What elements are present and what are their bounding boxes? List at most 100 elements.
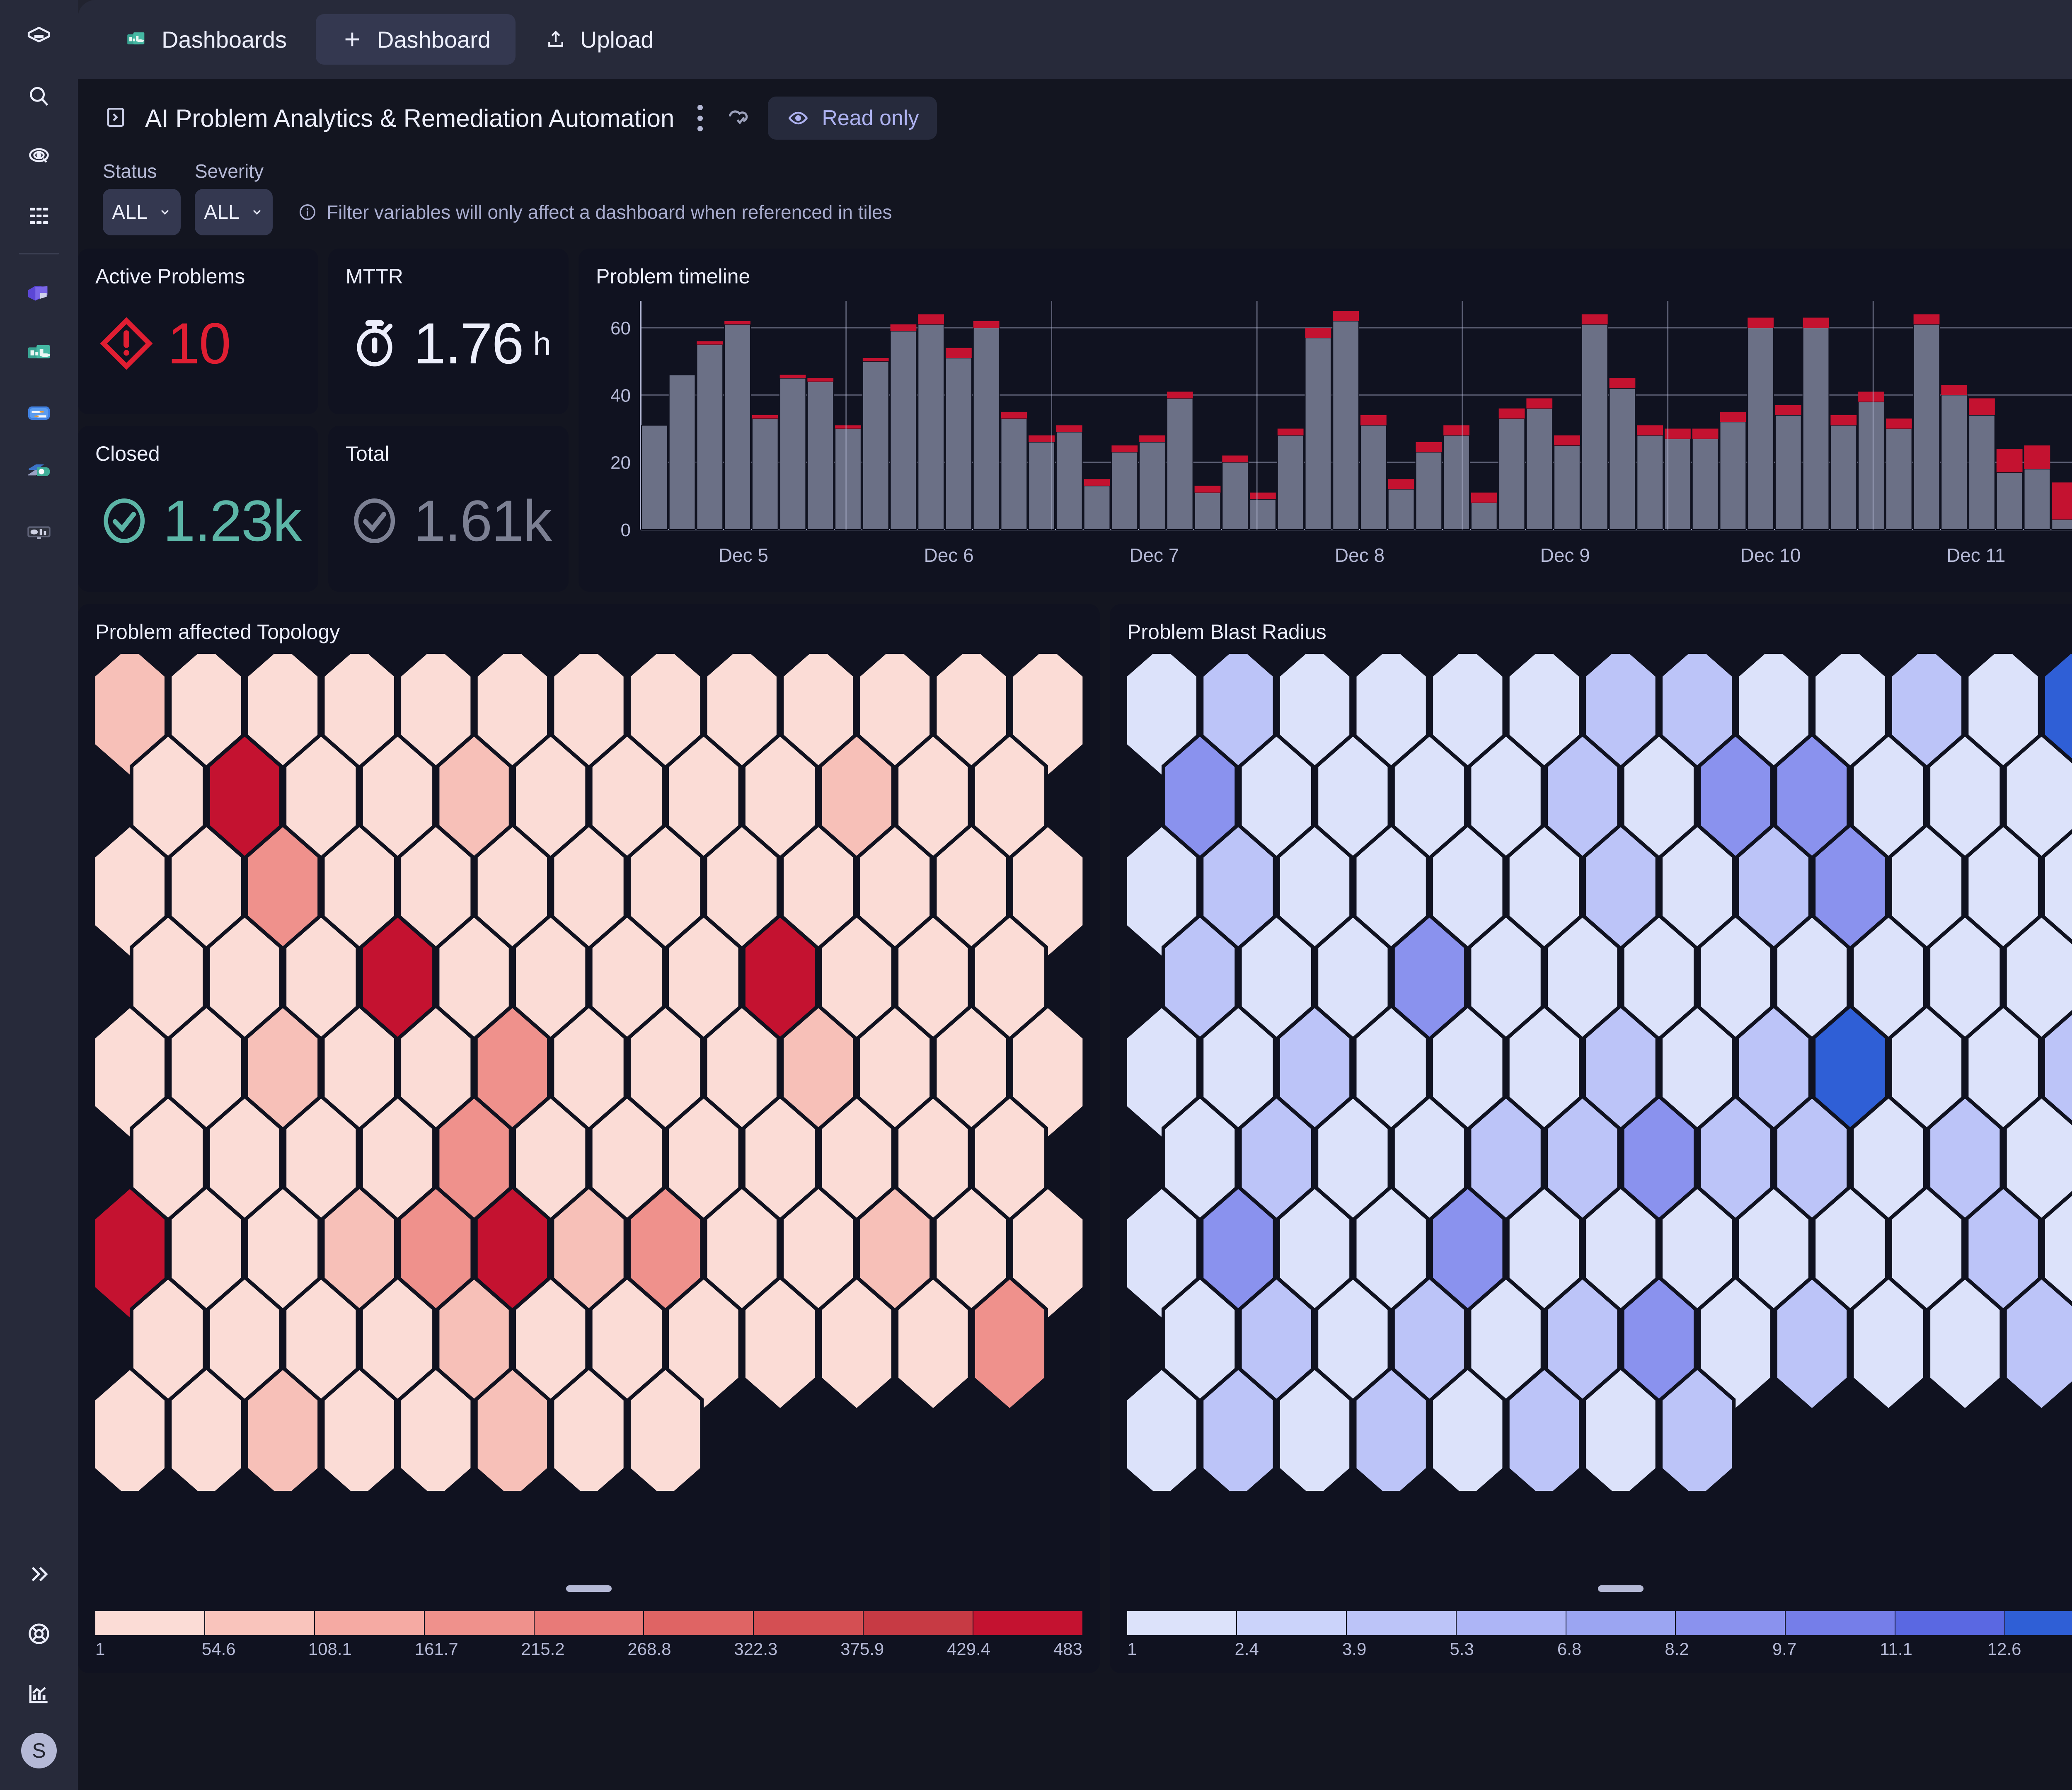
bar-total[interactable] <box>1858 401 1885 530</box>
bar-total[interactable] <box>1830 425 1857 530</box>
bar-total[interactable] <box>668 374 696 530</box>
bar-new[interactable] <box>1111 445 1138 452</box>
bar-new[interactable] <box>1692 428 1719 439</box>
bar-total[interactable] <box>1913 324 1940 530</box>
bar-total[interactable] <box>1885 428 1912 530</box>
bar-new[interactable] <box>1748 317 1774 328</box>
tab-dashboard[interactable]: Dashboard <box>315 14 516 65</box>
bar-new[interactable] <box>2052 482 2072 520</box>
bar-total[interactable] <box>724 324 751 530</box>
hex-cell[interactable] <box>818 1275 895 1413</box>
bar-new[interactable] <box>1886 418 1912 429</box>
hex-cell[interactable] <box>474 1365 551 1491</box>
bar-new[interactable] <box>1001 411 1027 419</box>
hex-cell[interactable] <box>168 1365 245 1491</box>
bar-total[interactable] <box>1305 337 1332 530</box>
hex-cell[interactable] <box>971 1275 1048 1413</box>
bar-total[interactable] <box>1360 425 1387 530</box>
bar-total[interactable] <box>973 327 1000 530</box>
notebooks-icon[interactable] <box>16 271 62 317</box>
bar-new[interactable] <box>1139 435 1165 442</box>
hex-cell[interactable] <box>895 1275 972 1413</box>
hex-cell[interactable] <box>2003 1275 2072 1413</box>
monitoring-icon[interactable] <box>16 510 62 555</box>
workflows-icon[interactable] <box>16 390 62 436</box>
bar-new[interactable] <box>918 314 944 324</box>
bar-new[interactable] <box>1858 392 1884 402</box>
bar-total[interactable] <box>945 358 972 530</box>
bar-new[interactable] <box>1333 311 1359 321</box>
apps-grid-icon[interactable] <box>16 193 62 239</box>
bar-new[interactable] <box>1830 415 1857 426</box>
bar-total[interactable] <box>696 344 724 530</box>
bar-new[interactable] <box>1029 435 1055 442</box>
bar-total[interactable] <box>1609 388 1636 530</box>
bar-total[interactable] <box>1554 445 1581 530</box>
read-only-toggle[interactable]: Read only <box>768 97 937 140</box>
hex-cell[interactable] <box>1353 1365 1430 1491</box>
lifebuoy-help-icon[interactable] <box>16 1611 62 1657</box>
cloud-sync-icon[interactable] <box>726 104 751 132</box>
hex-cell[interactable] <box>1850 1275 1927 1413</box>
legend-resize-handle[interactable] <box>1598 1585 1644 1592</box>
bar-total[interactable] <box>1415 452 1443 530</box>
bar-total[interactable] <box>1166 398 1193 530</box>
bar-total[interactable] <box>917 324 945 530</box>
hex-cell[interactable] <box>1927 1275 2004 1413</box>
hex-cell[interactable] <box>550 1365 627 1491</box>
bar-total[interactable] <box>1000 418 1028 530</box>
bar-new[interactable] <box>1084 479 1110 486</box>
home-icon[interactable] <box>16 14 62 60</box>
bar-total[interactable] <box>1719 421 1747 530</box>
bar-new[interactable] <box>1305 327 1331 338</box>
bar-new[interactable] <box>1803 317 1829 328</box>
hex-cell[interactable] <box>1658 1365 1736 1491</box>
hex-cell[interactable] <box>1123 1365 1200 1491</box>
bar-new[interactable] <box>1581 314 1608 324</box>
bar-new[interactable] <box>1416 442 1442 452</box>
bar-total[interactable] <box>1470 502 1498 530</box>
more-options-icon[interactable] <box>691 105 709 131</box>
bar-total[interactable] <box>862 361 889 530</box>
bar-new[interactable] <box>1250 492 1276 499</box>
bar-new[interactable] <box>1526 398 1553 409</box>
bar-new[interactable] <box>779 375 806 378</box>
bar-new[interactable] <box>1609 378 1636 389</box>
tile-problem-timeline[interactable]: Problem timeline 0 20 40 60 Dec 5 Dec 6 Dec 7 D… <box>579 249 2072 592</box>
bar-total[interactable] <box>1055 431 1083 530</box>
tile-problem-blast-radius[interactable]: Problem Blast Radius 1 2.4 3.9 5.3 6.8 8.2 9.7… <box>1110 604 2072 1673</box>
bar-new[interactable] <box>1554 435 1580 446</box>
bar-total[interactable] <box>1083 485 1111 530</box>
bar-total[interactable] <box>1636 435 1664 530</box>
bar-new[interactable] <box>862 358 889 362</box>
bar-total[interactable] <box>1222 462 1249 530</box>
hex-cell[interactable] <box>397 1365 474 1491</box>
bar-new[interactable] <box>2024 445 2050 469</box>
bar-total[interactable] <box>1802 327 1830 530</box>
bar-total[interactable] <box>1387 489 1415 530</box>
bar-new[interactable] <box>1056 425 1082 432</box>
bar-new[interactable] <box>1665 428 1691 439</box>
bar-new[interactable] <box>1388 479 1414 489</box>
bar-total[interactable] <box>751 418 779 530</box>
bar-total[interactable] <box>1443 435 1470 530</box>
tab-dashboards[interactable]: Dashboards <box>99 14 312 65</box>
bar-new[interactable] <box>890 324 917 331</box>
bar-total[interactable] <box>1774 415 1802 530</box>
bar-new[interactable] <box>1443 425 1469 435</box>
avatar[interactable]: S <box>21 1733 57 1768</box>
automation-icon[interactable] <box>16 450 62 496</box>
bar-new[interactable] <box>724 321 750 324</box>
hex-cell[interactable] <box>627 1365 704 1491</box>
bar-total[interactable] <box>1111 452 1138 530</box>
bar-new[interactable] <box>807 378 834 382</box>
kpi-tile-total[interactable]: Total 1.61k <box>328 426 569 592</box>
bar-new[interactable] <box>946 348 972 358</box>
dashboards-app-icon[interactable] <box>16 331 62 376</box>
bar-total[interactable] <box>1332 320 1360 530</box>
bar-total[interactable] <box>835 428 862 530</box>
hex-cell[interactable] <box>92 1365 168 1491</box>
bar-new[interactable] <box>1277 428 1304 435</box>
bar-total[interactable] <box>1692 438 1719 530</box>
tab-upload[interactable]: Upload <box>520 14 678 65</box>
